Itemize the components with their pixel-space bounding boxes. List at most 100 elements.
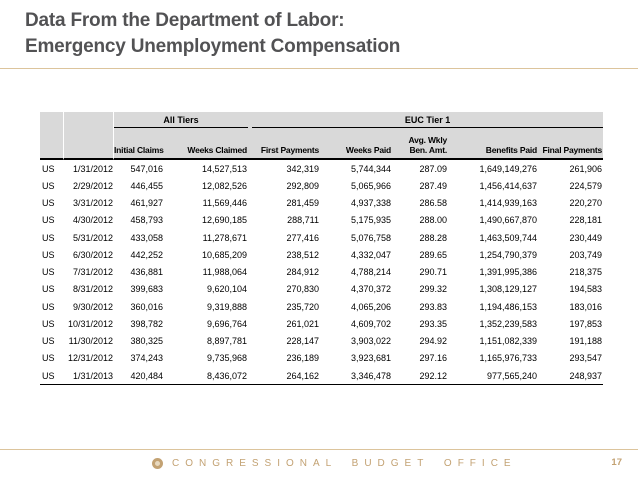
cell-first_payments: 284,912: [286, 267, 320, 278]
column-header-first-payments: First Payments: [248, 128, 321, 160]
cell-initial_claims: 380,325: [130, 336, 163, 347]
cell-first_payments: 261,021: [286, 318, 320, 329]
cbo-seal-icon: [152, 458, 163, 469]
table-row: US 2/29/2012 446,455 12,082,526 292,809 5,065…: [40, 177, 603, 194]
cell-weeks_claimed: 8,897,781: [206, 336, 248, 347]
cell-weeks_claimed: 9,696,764: [206, 318, 248, 329]
cell-final_payments: 197,853: [569, 318, 603, 329]
cell-date: 5/31/2012: [72, 232, 113, 243]
cell-state: US: [40, 367, 64, 386]
cell-state: US: [42, 318, 55, 329]
cell-benefits_paid: 1,194,486,153: [479, 301, 538, 312]
cell-initial_claims: 446,455: [130, 180, 163, 191]
footer-divider-rule: [0, 449, 638, 450]
euc-data-table: All Tiers EUC Tier 1 Initial Claims Week…: [40, 112, 604, 386]
cell-weeks_claimed: 14,527,513: [201, 163, 248, 174]
cell-avg_wkly_ben_amt: 287.09: [419, 163, 448, 174]
cell-state: US: [42, 163, 55, 174]
cell-avg_wkly_ben_amt: 299.32: [419, 284, 448, 295]
cell-benefits_paid: 1,151,082,339: [479, 336, 538, 347]
cell-weeks_paid: 5,076,758: [350, 232, 392, 243]
cell-first_payments: 236,189: [286, 353, 320, 364]
cell-initial_claims: 360,016: [130, 301, 163, 312]
cell-weeks_paid: 3,923,681: [350, 353, 392, 364]
cell-weeks_paid: 4,609,702: [350, 318, 392, 329]
table-row: US 6/30/2012 442,252 10,685,209 238,512 4,332…: [40, 246, 603, 263]
cell-weeks_paid: 4,370,372: [350, 284, 392, 295]
cell-date: 2/29/2012: [72, 180, 113, 191]
cell-benefits_paid: 1,456,414,637: [479, 180, 538, 191]
footer-org-name: CONGRESSIONAL BUDGET OFFICE: [172, 458, 517, 469]
cell-state: US: [42, 336, 55, 347]
cell-first_payments: 281,459: [286, 198, 320, 209]
cell-weeks_claimed: 12,082,526: [201, 180, 248, 191]
group-header-euc-tier-1: EUC Tier 1: [248, 112, 604, 128]
table-row: US 3/31/2012 461,927 11,569,446 281,459 4,937…: [40, 195, 603, 212]
cell-first_payments: 292,809: [286, 180, 320, 191]
cell-benefits_paid: 1,391,995,386: [479, 267, 538, 278]
column-header-avg-wkly-line1: Avg. Wkly: [408, 135, 448, 145]
cell-final_payments: 230,449: [569, 232, 603, 243]
cell-initial_claims: 420,484: [114, 367, 164, 386]
column-header-weeks-claimed: Weeks Claimed: [164, 128, 249, 160]
column-header-initial-claims: Initial Claims: [114, 128, 164, 160]
cell-date: 4/30/2012: [72, 215, 113, 226]
cell-first_payments: 288,711: [287, 215, 320, 226]
cell-weeks_claimed: 9,620,104: [206, 284, 248, 295]
cell-weeks_claimed: 11,278,671: [202, 232, 248, 243]
cell-final_payments: 228,181: [569, 215, 603, 226]
cell-weeks_paid: 4,788,214: [350, 267, 392, 278]
column-header-weeks-paid: Weeks Paid: [320, 128, 393, 160]
slide-title-line2: Emergency Unemployment Compensation: [25, 36, 401, 57]
cell-weeks_paid: 5,065,966: [350, 180, 392, 191]
cell-weeks_claimed: 9,319,888: [206, 301, 248, 312]
group-header-row: All Tiers EUC Tier 1: [40, 112, 604, 160]
column-header-final-payments: Final Payments: [538, 128, 604, 160]
table-body: US 1/31/2012 547,016 14,527,513 342,319 5,744…: [40, 160, 604, 386]
cell-weeks_claimed: 10,685,209: [201, 249, 248, 260]
cell-initial_claims: 374,243: [130, 353, 163, 364]
cell-avg_wkly_ben_amt: 288.28: [419, 232, 448, 243]
table-header: All Tiers EUC Tier 1 Initial Claims Week…: [40, 112, 604, 160]
cell-benefits_paid: 1,490,667,870: [479, 215, 538, 226]
cell-state: US: [42, 301, 55, 312]
cell-benefits_paid: 1,414,939,163: [479, 198, 538, 209]
cell-date: 7/31/2012: [72, 267, 113, 278]
cell-initial_claims: 547,016: [130, 163, 163, 174]
cell-weeks_claimed: 8,436,072: [164, 367, 249, 386]
table-row: US 9/30/2012 360,016 9,319,888 235,720 4,065,…: [40, 298, 603, 315]
cell-benefits_paid: 1,254,790,379: [479, 249, 538, 260]
cell-final_payments: 194,583: [569, 284, 603, 295]
page-number: 17: [611, 457, 622, 468]
cell-weeks_claimed: 11,569,446: [202, 198, 248, 209]
column-header-avg-wkly-line2: Ben. Amt.: [409, 145, 448, 155]
cell-first_payments: 228,147: [286, 336, 320, 347]
cell-weeks_claimed: 9,735,968: [206, 353, 248, 364]
cell-avg_wkly_ben_amt: 286.58: [419, 198, 448, 209]
cell-final_payments: 183,016: [569, 301, 603, 312]
cell-first_payments: 264,162: [248, 367, 321, 386]
table-row: US 8/31/2012 399,683 9,620,104 270,830 4,370,…: [40, 281, 603, 298]
table-row: US 4/30/2012 458,793 12,690,185 288,711 5,175…: [40, 212, 603, 229]
cell-initial_claims: 458,793: [130, 215, 163, 226]
table-row: US 7/31/2012 436,881 11,988,064 284,912 4,788…: [40, 264, 603, 281]
cell-avg_wkly_ben_amt: 290.71: [419, 267, 448, 278]
cell-state: US: [42, 353, 55, 364]
group-header-euc-tier-1-label: EUC Tier 1: [252, 115, 604, 128]
cell-date: 1/31/2013: [64, 367, 114, 386]
table-row: US 11/30/2012 380,325 8,897,781 228,147 3,903…: [40, 333, 603, 350]
column-header-avg-wkly-ben-amt: Avg. Wkly Ben. Amt.: [392, 128, 449, 160]
cell-weeks_paid: 5,175,935: [350, 215, 392, 226]
cell-final_payments: 191,188: [569, 336, 603, 347]
cell-benefits_paid: 1,308,129,127: [479, 284, 538, 295]
cell-weeks_paid: 4,937,338: [350, 198, 392, 209]
cell-initial_claims: 442,252: [130, 249, 163, 260]
cell-first_payments: 235,720: [286, 301, 320, 312]
slide-title: Data From the Department of Labor: Emerg…: [25, 8, 400, 60]
cell-avg_wkly_ben_amt: 287.49: [419, 180, 448, 191]
cell-initial_claims: 433,058: [130, 232, 163, 243]
cell-avg_wkly_ben_amt: 288.00: [419, 215, 448, 226]
cell-state: US: [42, 249, 55, 260]
column-header-row: Initial Claims Weeks Claimed First Payme…: [40, 128, 604, 160]
cell-first_payments: 277,416: [286, 232, 320, 243]
